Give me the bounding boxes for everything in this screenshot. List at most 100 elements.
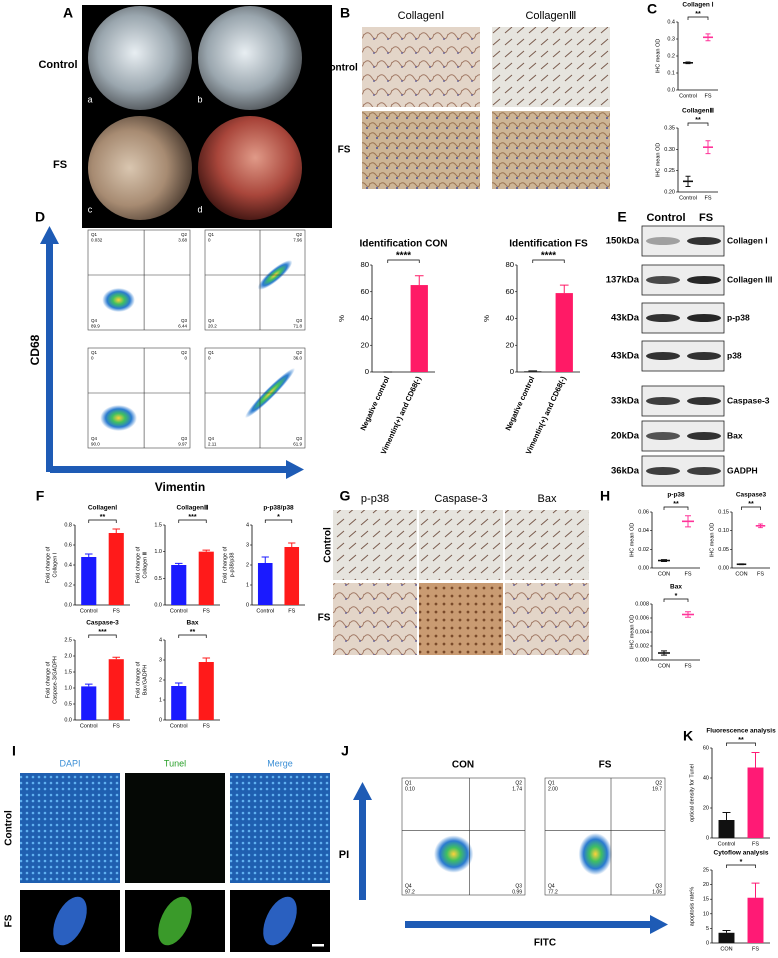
quadrant-value: 71.8	[293, 324, 302, 329]
y-axis-label: Fold change of	[45, 546, 51, 583]
error-bar	[739, 563, 744, 566]
y-tick-label: 0.4	[64, 562, 72, 568]
x-tick-label: Negative control	[503, 375, 536, 432]
molecular-weight: 33kDa	[611, 396, 640, 407]
bar	[555, 293, 573, 372]
y-tick-label: 0.0	[64, 717, 72, 723]
ihc-image	[505, 583, 589, 655]
quadrant-value: 7.96	[293, 238, 302, 243]
significance-bracket	[726, 864, 756, 868]
chart-title: Collagen Ⅰ	[682, 1, 713, 9]
y-tick-label: 0.20	[664, 189, 675, 195]
column-label: p-p38	[361, 493, 389, 505]
y-axis-label: Bax/GADPH	[142, 665, 148, 696]
flow-plot	[87, 229, 191, 331]
flow-plot	[87, 347, 191, 449]
y-tick-label: 0.000	[635, 657, 649, 663]
error-bar	[685, 611, 691, 618]
error-bar	[559, 284, 569, 294]
panel-label: G	[340, 488, 351, 504]
endoscopy-image	[88, 116, 192, 220]
quadrant-value: 6.44	[178, 324, 187, 329]
panel-label: B	[340, 5, 350, 21]
y-tick-label: 0.0	[667, 87, 675, 93]
x-tick-label: CON	[720, 946, 732, 952]
y-tick-label: 3	[159, 657, 162, 663]
bar	[171, 565, 187, 605]
blot-band	[687, 276, 721, 284]
y-tick-label: 2.0	[64, 653, 72, 659]
significance-bracket	[88, 634, 117, 638]
quadrant-name: Q1	[208, 232, 215, 237]
significance-label: **	[673, 501, 679, 508]
y-tick-label: 25	[703, 867, 709, 873]
quadrant-value: 0	[91, 356, 94, 361]
significance-label: **	[738, 737, 744, 744]
column-label: Control	[646, 212, 685, 224]
column-label: DAPI	[59, 758, 80, 768]
axis-label: PI	[339, 849, 349, 861]
error-bar	[84, 683, 93, 687]
column-label: FS	[599, 760, 612, 771]
quadrant-name: Q1	[548, 780, 555, 786]
axis-label: FITC	[534, 938, 556, 949]
flow-plot	[544, 777, 666, 896]
quadrant-value: 77.2	[548, 889, 558, 895]
row-label: FS	[4, 914, 15, 927]
ihc-image	[333, 583, 417, 655]
y-axis-label: p-p38/p38	[229, 553, 235, 578]
quadrant-name: Q2	[181, 350, 188, 355]
x-tick-label: FS	[757, 571, 764, 577]
quadrant-name: Q3	[181, 318, 188, 323]
chart-title: Identification CON	[359, 239, 447, 250]
bar	[108, 659, 124, 720]
y-axis-label: Fold change of	[222, 546, 228, 583]
panel-label: F	[36, 488, 45, 504]
y-tick-label: 1.0	[154, 549, 162, 555]
error-bar	[722, 929, 731, 933]
significance-bracket	[88, 519, 117, 523]
error-bar	[288, 542, 296, 547]
y-axis-label: Collagen Ⅰ	[52, 552, 58, 577]
x-tick-label: FS	[704, 93, 711, 99]
column-label: Merge	[267, 758, 293, 768]
x-tick-label: FS	[203, 723, 210, 729]
quadrant-value: 97.2	[405, 889, 415, 895]
y-tick-label: 0.006	[635, 615, 649, 621]
y-tick-label: 0.00	[718, 565, 729, 571]
y-tick-label: 0.04	[638, 528, 649, 534]
panel-label: C	[647, 1, 657, 17]
endoscopy-image	[198, 116, 302, 220]
bar	[171, 686, 187, 720]
y-tick-label: 0.06	[638, 509, 649, 515]
bar	[747, 767, 764, 838]
y-tick-label: 1	[159, 697, 162, 703]
blot-band	[646, 397, 680, 405]
y-tick-label: 0	[159, 717, 162, 723]
chart-title: Bax	[187, 620, 199, 627]
quadrant-value: 0.10	[405, 786, 415, 792]
blot-band	[646, 467, 680, 475]
significance-label: **	[695, 11, 701, 18]
quadrant-name: Q2	[515, 780, 522, 786]
y-tick-label: 0.25	[664, 168, 675, 174]
quadrant-value: 0.032	[91, 238, 103, 243]
significance-label: **	[695, 117, 701, 124]
y-tick-label: 1.5	[154, 522, 162, 528]
x-tick-label: FS	[288, 608, 295, 614]
chart-title: Bax	[670, 584, 682, 591]
y-tick-label: 0.10	[718, 528, 729, 534]
row-label: Control	[322, 63, 358, 74]
flow-plot	[204, 229, 306, 331]
bar	[284, 547, 300, 605]
quadrant-value: 9.97	[178, 442, 187, 447]
blot-band	[646, 314, 680, 322]
y-tick-label: 0	[706, 835, 709, 841]
y-axis-label: Fold change of	[135, 546, 141, 583]
y-tick-label: 0	[246, 602, 249, 608]
bar	[198, 662, 214, 720]
row-label: FS	[338, 145, 351, 156]
panel-label: D	[35, 209, 45, 225]
y-tick-label: 0.002	[635, 643, 649, 649]
quadrant-name: Q4	[91, 318, 98, 323]
